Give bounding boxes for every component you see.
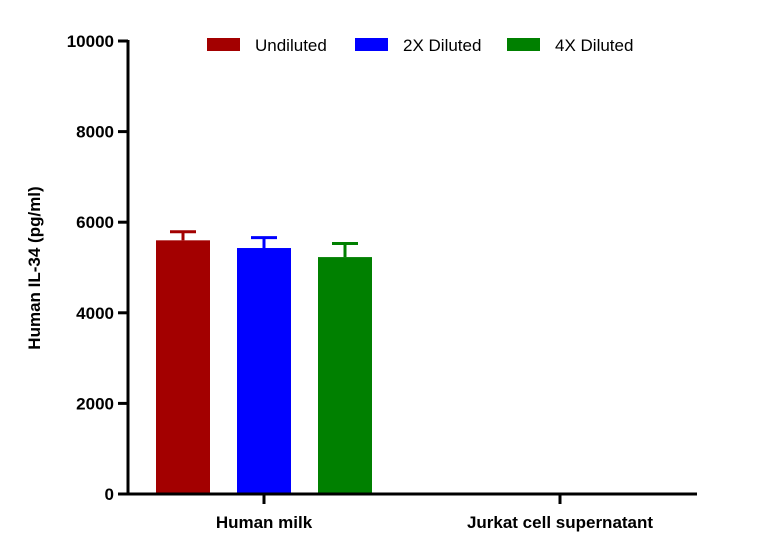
y-tick-label: 6000: [76, 213, 114, 232]
y-tick-label: 8000: [76, 123, 114, 142]
x-tick-label: Human milk: [216, 513, 313, 532]
legend-swatch: [507, 38, 540, 51]
legend-label: 2X Diluted: [403, 36, 481, 55]
bar: [318, 257, 372, 494]
axes: 0 2000 4000 6000 8000 10000 Human milk Jurkat c…: [67, 32, 697, 532]
x-tick-label: Jurkat cell supernatant: [467, 513, 653, 532]
legend-swatch: [355, 38, 388, 51]
y-tick-label: 0: [105, 485, 114, 504]
y-tick-label: 10000: [67, 32, 114, 51]
y-tick-label: 2000: [76, 394, 114, 413]
legend-label: 4X Diluted: [555, 36, 633, 55]
legend: Undiluted 2X Diluted 4X Diluted: [207, 36, 633, 55]
y-tick-label: 4000: [76, 304, 114, 323]
y-axis-label: Human IL-34 (pg/ml): [25, 186, 44, 349]
bar: [237, 248, 291, 494]
legend-swatch: [207, 38, 240, 51]
legend-label: Undiluted: [255, 36, 327, 55]
bar: [156, 240, 210, 494]
bars: [156, 230, 372, 494]
